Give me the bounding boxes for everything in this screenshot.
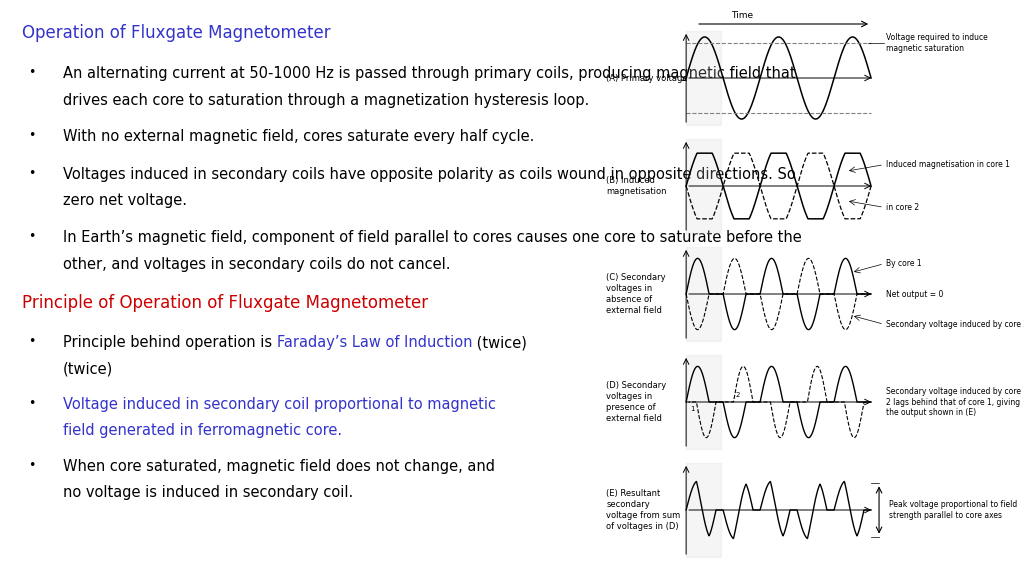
Text: (A) Primary voltage: (A) Primary voltage [606, 74, 688, 82]
Text: Principle behind operation is: Principle behind operation is [62, 335, 276, 351]
Text: •: • [29, 230, 36, 243]
Text: An alternating current at 50-1000 Hz is passed through primary coils, producing : An alternating current at 50-1000 Hz is … [62, 66, 796, 81]
Bar [686, 463, 721, 557]
Text: Net output = 0: Net output = 0 [886, 290, 943, 298]
Text: Induced magnetisation in core 1: Induced magnetisation in core 1 [886, 160, 1010, 169]
Text: field generated in ferromagnetic core.: field generated in ferromagnetic core. [62, 423, 342, 438]
Text: (twice): (twice) [472, 335, 527, 351]
Text: •: • [29, 458, 36, 472]
Text: in core 2: in core 2 [886, 203, 920, 212]
Text: With no external magnetic field, cores saturate every half cycle.: With no external magnetic field, cores s… [62, 130, 535, 145]
Text: Voltage induced in secondary coil proportional to magnetic: Voltage induced in secondary coil propor… [62, 397, 496, 412]
Text: (D) Secondary
voltages in
presence of
external field: (D) Secondary voltages in presence of ex… [606, 381, 667, 423]
Text: By core 1: By core 1 [886, 259, 922, 268]
Text: (E) Resultant
secondary
voltage from sum
of voltages in (D): (E) Resultant secondary voltage from sum… [606, 489, 680, 531]
Text: 1: 1 [690, 406, 694, 412]
Bar [686, 31, 721, 125]
Text: Voltage required to induce
magnetic saturation: Voltage required to induce magnetic satu… [886, 33, 988, 53]
Text: In Earth’s magnetic field, component of field parallel to cores causes one core : In Earth’s magnetic field, component of … [62, 230, 802, 245]
Text: •: • [29, 66, 36, 79]
Text: (B) Induced
magnetisation: (B) Induced magnetisation [606, 176, 667, 196]
Text: Voltages induced in secondary coils have opposite polarity as coils wound in opp: Voltages induced in secondary coils have… [62, 166, 796, 181]
Text: Secondary voltage induced by core 2: Secondary voltage induced by core 2 [886, 320, 1024, 329]
Text: •: • [29, 335, 36, 348]
Text: When core saturated, magnetic field does not change, and: When core saturated, magnetic field does… [62, 458, 495, 473]
Text: •: • [29, 130, 36, 142]
Text: Principle of Operation of Fluxgate Magnetometer: Principle of Operation of Fluxgate Magne… [23, 294, 428, 312]
Text: no voltage is induced in secondary coil.: no voltage is induced in secondary coil. [62, 485, 353, 500]
Text: Peak voltage proportional to field
strength parallel to core axes: Peak voltage proportional to field stren… [889, 501, 1017, 520]
Bar [686, 247, 721, 341]
Text: Operation of Fluxgate Magnetometer: Operation of Fluxgate Magnetometer [23, 24, 331, 42]
Text: 2: 2 [735, 392, 740, 397]
Text: Faraday’s Law of Induction: Faraday’s Law of Induction [276, 335, 472, 351]
Text: •: • [29, 397, 36, 410]
Text: other, and voltages in secondary coils do not cancel.: other, and voltages in secondary coils d… [62, 256, 451, 271]
Text: drives each core to saturation through a magnetization hysteresis loop.: drives each core to saturation through a… [62, 93, 589, 108]
Text: •: • [29, 166, 36, 180]
Text: (C) Secondary
voltages in
absence of
external field: (C) Secondary voltages in absence of ext… [606, 273, 666, 315]
Text: (twice): (twice) [62, 362, 114, 377]
Text: Time: Time [731, 11, 754, 20]
Bar [686, 355, 721, 449]
Bar [686, 139, 721, 233]
Text: Secondary voltage induced by core
2 lags behind that of core 1, giving
the outpu: Secondary voltage induced by core 2 lags… [886, 387, 1021, 417]
Text: zero net voltage.: zero net voltage. [62, 193, 187, 208]
